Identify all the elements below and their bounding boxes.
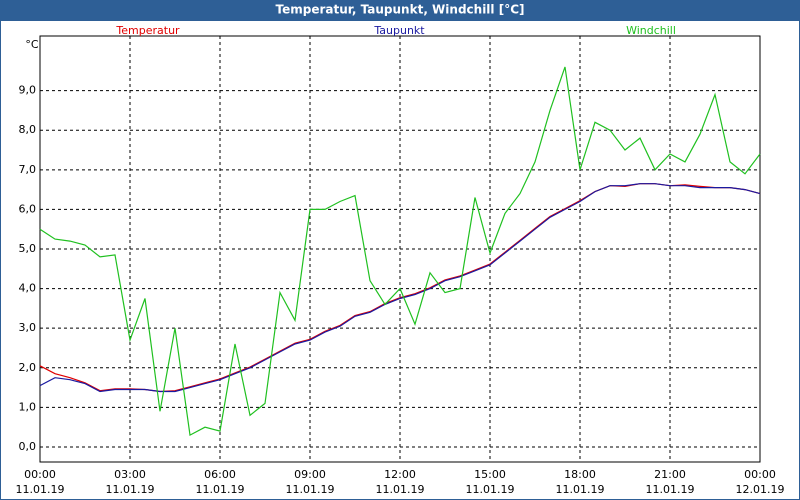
y-tick-label: 4,0 (19, 282, 37, 295)
legend-entry: Temperatur (115, 24, 180, 37)
series-line (39, 66, 761, 437)
y-tick-label: 1,0 (19, 400, 37, 413)
y-tick-label: 5,0 (19, 242, 37, 255)
x-tick-date: 11.01.19 (376, 483, 425, 496)
series-line (39, 183, 761, 393)
y-tick-label: 6,0 (19, 202, 37, 215)
x-tick-label: 09:00 (294, 468, 326, 481)
x-tick-label: 00:00 (24, 468, 56, 481)
x-tick-date: 11.01.19 (16, 483, 65, 496)
y-tick-label: 3,0 (19, 321, 37, 334)
window-title: Temperatur, Taupunkt, Windchill [°C] (276, 3, 525, 17)
x-tick-label: 21:00 (654, 468, 686, 481)
title-bar (0, 0, 800, 20)
plot-frame (39, 35, 761, 463)
x-tick-date: 11.01.19 (286, 483, 335, 496)
x-tick-label: 00:00 (744, 468, 776, 481)
x-tick-date: 11.01.19 (646, 483, 695, 496)
x-tick-label: 15:00 (474, 468, 506, 481)
y-tick-label: 8,0 (19, 123, 37, 136)
x-tick-date: 11.01.19 (196, 483, 245, 496)
y-tick-label: 0,0 (19, 440, 37, 453)
x-tick-date: 11.01.19 (106, 483, 155, 496)
x-tick-label: 06:00 (204, 468, 236, 481)
x-tick-label: 18:00 (564, 468, 596, 481)
legend-entry: Windchill (626, 24, 676, 37)
y-tick-label: 9,0 (19, 84, 37, 97)
x-tick-label: 12:00 (384, 468, 416, 481)
y-tick-label: 2,0 (19, 361, 37, 374)
x-tick-date: 11.01.19 (556, 483, 605, 496)
legend-entry: Taupunkt (373, 24, 425, 37)
x-tick-date: 11.01.19 (466, 483, 515, 496)
y-tick-label: 7,0 (19, 163, 37, 176)
y-axis-label: °C (25, 38, 39, 51)
x-tick-date: 12.01.19 (736, 483, 785, 496)
x-tick-label: 03:00 (114, 468, 146, 481)
